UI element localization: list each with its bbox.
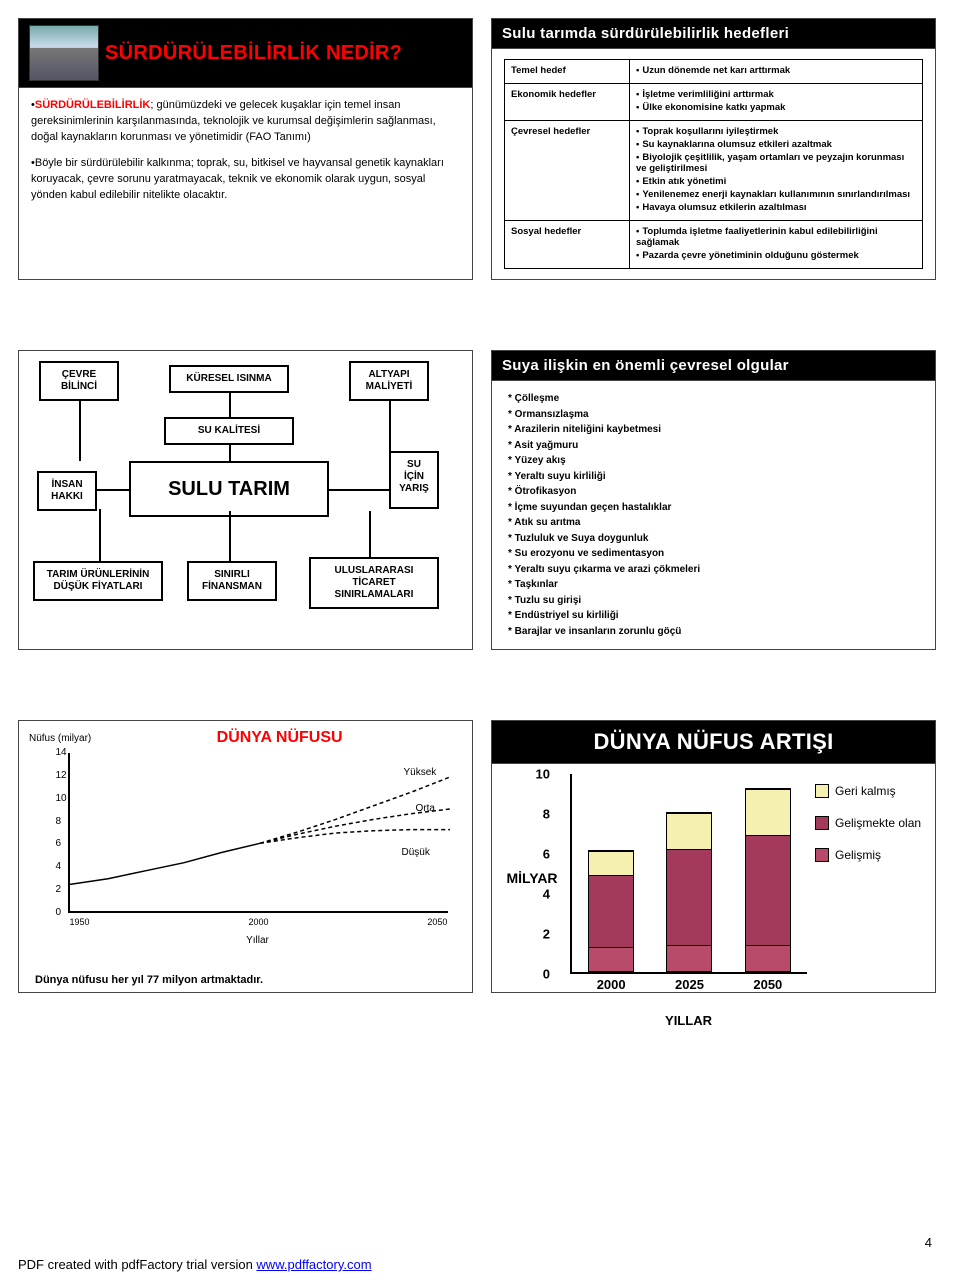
- diagram-box: TARIM ÜRÜNLERİNİN DÜŞÜK FİYATLARI: [33, 561, 163, 601]
- diagram-center: SULU TARIM: [129, 461, 329, 517]
- issue-item: * Yeraltı suyu çıkarma ve arazi çökmeler…: [508, 562, 919, 578]
- slide-sustainability-targets: Sulu tarımda sürdürülebilirlik hedefleri…: [491, 18, 936, 280]
- slide-population-growth: DÜNYA NÜFUS ARTIŞI MİLYAR 02468102000202…: [491, 720, 936, 993]
- diagram-box: SINIRLI FİNANSMAN: [187, 561, 277, 601]
- targets-table: Temel hedef Uzun dönemde net karı arttırm…: [504, 59, 923, 269]
- targets-item: Biyolojik çeşitlilik, yaşam ortamları ve…: [636, 152, 916, 174]
- population-line-chart: 02468101214195020002050YüksekOrtaDüşük: [68, 753, 448, 913]
- issue-item: * Ötrofikasyon: [508, 484, 919, 500]
- targets-item: Toplumda işletme faaliyetlerinin kabul e…: [636, 226, 916, 248]
- population-bar-chart: 0246810200020252050: [570, 774, 807, 974]
- issue-item: * Barajlar ve insanların zorunlu göçü: [508, 624, 919, 640]
- issue-item: * Arazilerin niteliğini kaybetmesi: [508, 422, 919, 438]
- targets-row-label: Sosyal hedefler: [505, 221, 630, 269]
- targets-item: Havaya olumsuz etkilerin azaltılması: [636, 202, 916, 213]
- targets-item: Su kaynaklarına olumsuz etkileri azaltma…: [636, 139, 916, 150]
- slide1-header: SÜRDÜRÜLEBİLİRLİK NEDİR?: [19, 19, 472, 88]
- factory-photo: [29, 25, 99, 81]
- issue-item: * Taşkınlar: [508, 577, 919, 593]
- issue-item: * İçme suyundan geçen hastalıklar: [508, 500, 919, 516]
- targets-item: İşletme verimliliğini arttırmak: [636, 89, 916, 100]
- slide1-title: SÜRDÜRÜLEBİLİRLİK NEDİR?: [105, 42, 402, 65]
- slide-environmental-issues: Suya ilişkin en önemli çevresel olgular …: [491, 350, 936, 650]
- pdf-footer: PDF created with pdfFactory trial versio…: [18, 1257, 372, 1272]
- targets-item: Yenilenemez enerji kaynakları kullanımın…: [636, 189, 916, 200]
- diagram-box: ALTYAPI MALİYETİ: [349, 361, 429, 401]
- slide-sulu-tarim-diagram: SULU TARIM ÇEVRE BİLİNCİ KÜRESEL ISINMA ALT…: [18, 350, 473, 650]
- issues-list: * Çölleşme* Ormansızlaşma* Arazilerin ni…: [508, 391, 919, 639]
- issue-item: * Ormansızlaşma: [508, 407, 919, 423]
- slide2-title: Sulu tarımda sürdürülebilirlik hedefleri: [492, 19, 935, 49]
- slide1-para2: •Böyle bir sürdürülebilir kalkınma; topr…: [31, 156, 460, 204]
- legend-item: Gelişmekte olan: [815, 816, 925, 830]
- slide1-body: •SÜRDÜRÜLEBİLİRLİK; günümüzdeki ve gelec…: [19, 88, 472, 279]
- targets-row-label: Temel hedef: [505, 60, 630, 84]
- chart6-title: DÜNYA NÜFUS ARTIŞI: [492, 721, 935, 764]
- chart5-ylabel: Nüfus (milyar): [29, 733, 91, 744]
- legend-item: Geri kalmış: [815, 784, 925, 798]
- issue-item: * Endüstriyel su kirliliği: [508, 608, 919, 624]
- issue-item: * Su erozyonu ve sedimentasyon: [508, 546, 919, 562]
- diagram-box: SU KALİTESİ: [164, 417, 294, 445]
- issue-item: * Yeraltı suyu kirliliği: [508, 469, 919, 485]
- targets-item: Toprak koşullarını iyileştirmek: [636, 126, 916, 137]
- diagram-box: KÜRESEL ISINMA: [169, 365, 289, 393]
- issue-item: * Tuzlu su girişi: [508, 593, 919, 609]
- footer-link[interactable]: www.pdffactory.com: [256, 1257, 371, 1272]
- page-number: 4: [925, 1235, 932, 1250]
- stacked-bar: [745, 788, 791, 972]
- issue-item: * Asit yağmuru: [508, 438, 919, 454]
- slide-world-population: Nüfus (milyar) DÜNYA NÜFUSU 024681012141…: [18, 720, 473, 993]
- chart5-xlabel: Yıllar: [53, 935, 462, 946]
- targets-item: Pazarda çevre yönetiminin olduğunu göste…: [636, 250, 916, 261]
- targets-item: Uzun dönemde net karı arttırmak: [636, 65, 916, 76]
- stacked-bar: [588, 850, 634, 972]
- chart5-caption: Dünya nüfusu her yıl 77 milyon artmaktad…: [35, 974, 462, 986]
- targets-item: Ülke ekonomisine katkı yapmak: [636, 102, 916, 113]
- stacked-bar: [666, 812, 712, 972]
- slide4-title: Suya ilişkin en önemli çevresel olgular: [492, 351, 935, 381]
- issue-item: * Çölleşme: [508, 391, 919, 407]
- diagram-box: İNSAN HAKKI: [37, 471, 97, 511]
- diagram-box: ÇEVRE BİLİNCİ: [39, 361, 119, 401]
- slide1-lead: SÜRDÜRÜLEBİLİRLİK: [35, 99, 151, 111]
- series-label: Orta: [416, 803, 435, 814]
- chart5-title: DÜNYA NÜFUSU: [97, 729, 462, 747]
- issue-item: * Tuzluluk ve Suya doygunluk: [508, 531, 919, 547]
- series-label: Yüksek: [404, 767, 437, 778]
- targets-row-label: Çevresel hedefler: [505, 121, 630, 221]
- chart6-legend: Geri kalmış Gelişmekte olan Gelişmiş: [815, 774, 925, 982]
- targets-item: Etkin atık yönetimi: [636, 176, 916, 187]
- chart6-xlabel: YILLAR: [665, 1013, 712, 1028]
- footer-prefix: PDF created with pdfFactory trial versio…: [18, 1257, 256, 1272]
- slide-sustainability-definition: SÜRDÜRÜLEBİLİRLİK NEDİR? •SÜRDÜRÜLEBİLİR…: [18, 18, 473, 280]
- issue-item: * Yüzey akış: [508, 453, 919, 469]
- legend-item: Gelişmiş: [815, 848, 925, 862]
- chart6-ylabel: MİLYAR: [502, 870, 562, 886]
- series-label: Düşük: [402, 847, 430, 858]
- diagram-box: SU İÇİN YARIŞ: [389, 451, 439, 509]
- issue-item: * Atık su arıtma: [508, 515, 919, 531]
- diagram-box: ULUSLARARASI TİCARET SINIRLAMALARI: [309, 557, 439, 609]
- targets-row-label: Ekonomik hedefler: [505, 84, 630, 121]
